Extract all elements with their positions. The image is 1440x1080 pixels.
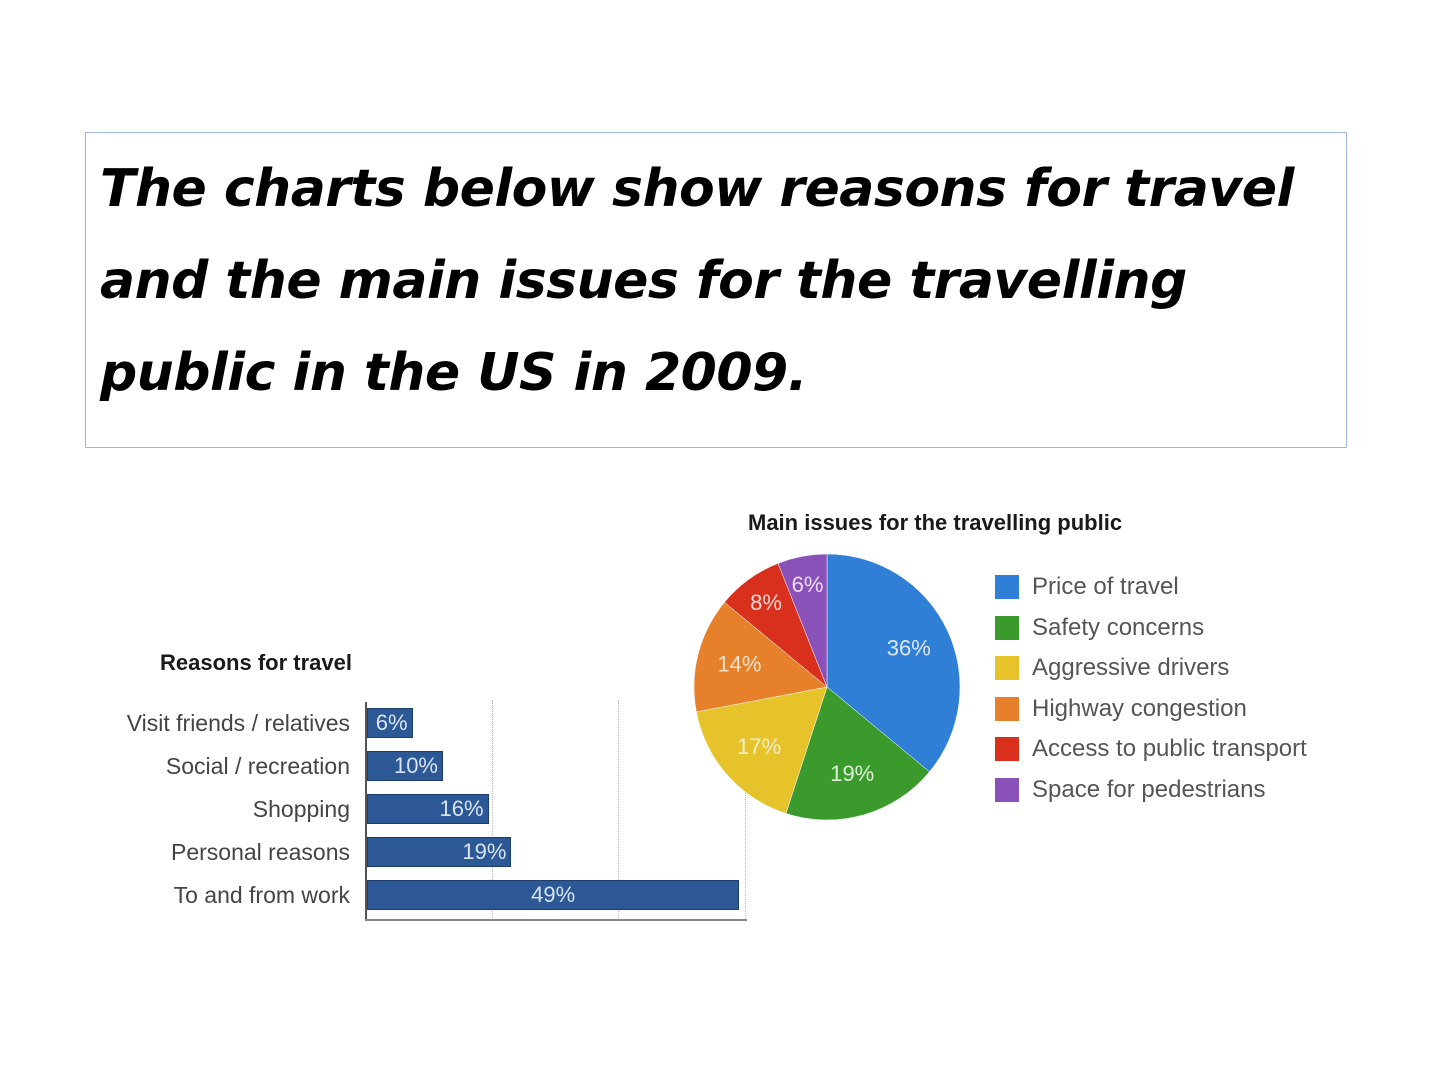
bar-category-label: To and from work xyxy=(173,882,350,908)
bar-category-label: Shopping xyxy=(252,796,350,822)
legend-label: Price of travel xyxy=(1032,573,1179,600)
legend-swatch xyxy=(995,656,1019,680)
bar: 10% xyxy=(367,751,443,781)
pie-value-label: 19% xyxy=(830,761,874,786)
bar-chart: Reasons for travel Visit friends / relat… xyxy=(95,640,755,940)
pie-value-label: 14% xyxy=(717,652,761,677)
pie-value-label: 6% xyxy=(792,572,824,597)
bar-value-label: 49% xyxy=(531,882,576,907)
bar: 16% xyxy=(367,794,489,824)
pie-value-label: 36% xyxy=(887,635,931,660)
bar-value-label: 6% xyxy=(375,710,408,735)
legend-swatch xyxy=(995,575,1019,599)
bar: 19% xyxy=(367,837,512,867)
bar-category-label: Personal reasons xyxy=(171,839,350,865)
bar-x-axis xyxy=(365,919,747,921)
pie-slice xyxy=(777,553,828,688)
pie-chart: Main issues for the travelling public 36… xyxy=(690,500,1370,840)
bar-value-label: 10% xyxy=(393,753,438,778)
prompt-line-2: and the main issues for the travelling xyxy=(100,251,1187,311)
legend-label: Access to public transport xyxy=(1032,735,1307,762)
bar-gridline xyxy=(745,700,746,918)
legend-label: Aggressive drivers xyxy=(1032,654,1230,681)
legend-swatch xyxy=(995,737,1019,761)
pie-slice xyxy=(826,553,961,773)
bar-value-label: 16% xyxy=(439,796,484,821)
pie-slice xyxy=(693,601,828,713)
bar: 49% xyxy=(367,880,740,910)
bar: 6% xyxy=(367,708,413,738)
pie-plot: 36% 19% 17% 14% 8% 6% xyxy=(693,553,961,821)
prompt-box: The charts below show reasons for travel… xyxy=(85,132,1347,448)
bar-chart-title: Reasons for travel xyxy=(160,650,352,675)
pie-chart-title: Main issues for the travelling public xyxy=(748,510,1123,535)
pie-value-label: 8% xyxy=(750,590,782,615)
bar-category-label: Visit friends / relatives xyxy=(126,710,350,736)
legend-swatch xyxy=(995,777,1019,802)
pie-value-label: 17% xyxy=(737,734,781,759)
legend-swatch xyxy=(995,615,1019,640)
bar-gridline xyxy=(618,700,620,918)
legend-label: Highway congestion xyxy=(1032,694,1247,722)
legend-swatch xyxy=(995,696,1019,721)
prompt-line-1: The charts below show reasons for travel xyxy=(100,159,1294,219)
pie-slice xyxy=(696,686,828,814)
prompt-line-3: public in the US in 2009. xyxy=(100,343,807,403)
bar-y-axis xyxy=(365,702,367,921)
legend-label: Space for pedestrians xyxy=(1032,775,1266,803)
legend-label: Safety concerns xyxy=(1032,613,1205,641)
bar-value-label: 19% xyxy=(462,839,507,864)
bar-category-label: Social / recreation xyxy=(165,753,350,779)
bar-gridline xyxy=(491,700,493,918)
pie-slice xyxy=(785,686,930,821)
